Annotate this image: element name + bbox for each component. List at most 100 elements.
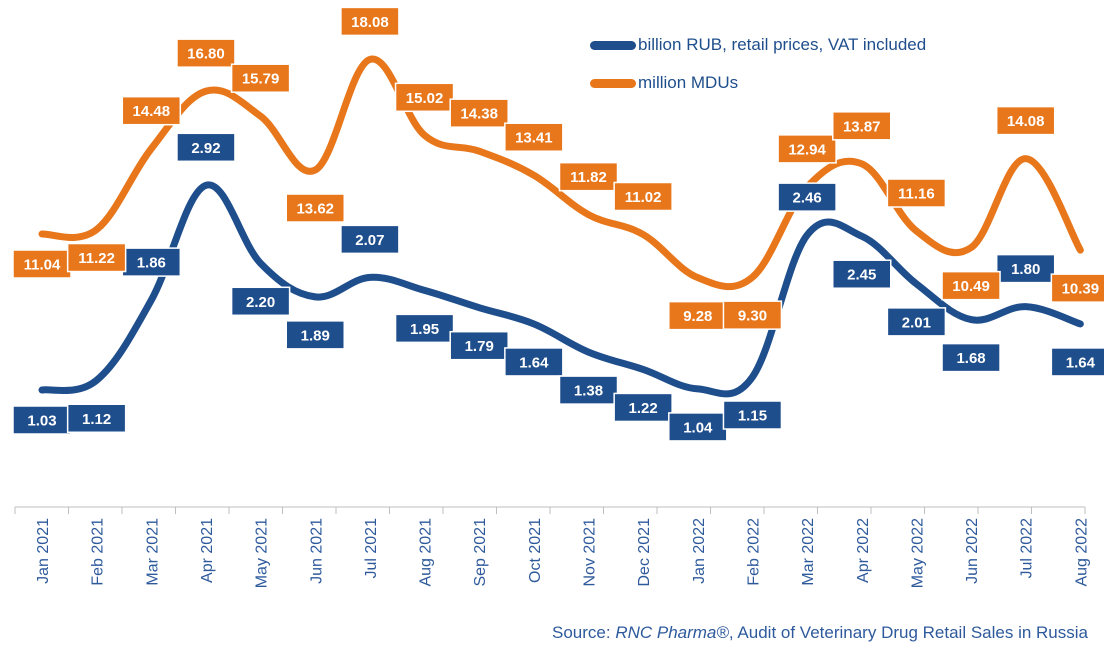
x-tick-label: Feb 2021 (90, 518, 107, 586)
data-label-text: 13.87 (843, 118, 881, 135)
data-label-box (668, 412, 728, 442)
data-labels: 1.03 1.12 1.86 2.92 2.20 1.89 2.07 1.95 1.79 1.64… (12, 6, 1104, 442)
data-label-box (777, 182, 837, 212)
data-label-text: 9.28 (683, 308, 712, 325)
legend-item-mdu: million MDUs (590, 64, 926, 102)
series-line-rub (38, 181, 1084, 398)
data-label-text: 12.94 (788, 141, 826, 158)
x-tick-label: Jul 2021 (363, 518, 380, 579)
data-label-text: 16.80 (187, 46, 225, 63)
x-axis: Jan 2021 Feb 2021 Mar 2021 Apr 2021 May 2021… (14, 506, 1090, 588)
x-tick-label: Apr 2021 (199, 518, 216, 583)
data-label-text: 1.38 (574, 383, 603, 400)
data-label-box (995, 105, 1056, 136)
data-label-box (668, 300, 728, 331)
data-label-text: 13.62 (296, 201, 334, 218)
data-label-box (722, 400, 783, 430)
legend-label-rub: billion RUB, retail prices, VAT included (638, 35, 927, 54)
data-label-mdu: 16.80 (176, 38, 236, 68)
data-label-box (832, 259, 892, 289)
data-label-box (886, 178, 947, 208)
data-label-text: 1.12 (82, 411, 111, 428)
data-label-text: 15.79 (242, 71, 280, 88)
data-label-box (449, 98, 509, 128)
data-label-text: 1.86 (137, 255, 166, 272)
data-label-text: 2.01 (902, 314, 931, 331)
data-label-text: 1.64 (1066, 354, 1096, 371)
data-label-text: 1.79 (465, 338, 494, 355)
data-label-rub: 1.04 (668, 412, 728, 442)
data-label-box (995, 253, 1056, 284)
data-label-mdu: 11.82 (558, 161, 619, 192)
data-label-text: 1.80 (1011, 261, 1040, 278)
data-label-box (722, 300, 783, 330)
legend: billion RUB, retail prices, VAT included… (590, 26, 926, 102)
data-label-mdu: 14.38 (449, 98, 509, 128)
x-tick-label: Jul 2022 (1019, 518, 1036, 579)
data-label-box (340, 224, 400, 255)
data-label-rub: 1.12 (66, 403, 127, 434)
data-label-box (66, 242, 127, 273)
x-tick-label: Sep 2021 (472, 518, 489, 587)
data-label-rub: 2.45 (832, 259, 892, 289)
data-label-text: 9.30 (738, 308, 767, 325)
data-label-box (176, 132, 236, 163)
x-tick-label: Nov 2021 (582, 518, 599, 587)
data-label-box (230, 63, 291, 93)
legend-label-mdu: million MDUs (638, 73, 739, 92)
data-label-box (1050, 347, 1104, 377)
data-label-box (121, 95, 182, 126)
data-label-rub: 2.20 (230, 286, 291, 317)
data-label-rub: 2.07 (340, 224, 400, 255)
data-label-rub: 1.86 (121, 247, 182, 277)
data-label-text: 1.64 (519, 354, 549, 371)
data-label-box (121, 247, 182, 277)
source-prefix: Source: (552, 623, 616, 642)
data-label-box (941, 342, 1001, 373)
data-label-mdu: 11.04 (12, 249, 72, 279)
data-label-box (12, 405, 72, 435)
x-tick-label: Mar 2021 (144, 518, 161, 586)
data-label-text: 10.39 (1062, 281, 1100, 298)
legend-swatch-rub (590, 40, 636, 50)
data-label-rub: 1.15 (722, 400, 783, 430)
data-label-text: 14.08 (1007, 113, 1045, 130)
data-label-text: 2.07 (355, 232, 384, 249)
legend-swatch-mdu (590, 78, 636, 88)
data-label-text: 11.02 (625, 189, 662, 206)
data-label-box (504, 122, 564, 152)
data-label-box (449, 330, 509, 361)
data-label-text: 15.02 (406, 90, 444, 107)
data-label-box (340, 6, 400, 37)
data-label-mdu: 14.08 (995, 105, 1056, 136)
data-label-mdu: 14.48 (121, 95, 182, 126)
legend-item-rub: billion RUB, retail prices, VAT included (590, 26, 926, 64)
data-label-text: 2.20 (246, 294, 275, 311)
data-label-mdu: 11.02 (613, 181, 673, 212)
data-label-rub: 1.95 (394, 313, 455, 344)
data-label-mdu: 9.28 (668, 300, 728, 331)
data-label-rub: 1.38 (558, 375, 619, 405)
data-label-text: 14.38 (460, 106, 498, 123)
data-label-text: 2.92 (191, 140, 220, 157)
data-label-text: 1.15 (738, 408, 767, 425)
x-tick-label: May 2022 (909, 518, 926, 588)
data-label-rub: 1.79 (449, 330, 509, 361)
data-label-text: 10.49 (952, 278, 990, 295)
series-line-mdu (38, 55, 1084, 291)
data-label-text: 2.46 (792, 190, 821, 207)
x-tick-label: Jun 2022 (964, 518, 981, 584)
x-tick-label: Jun 2021 (308, 518, 325, 584)
data-label-text: 1.03 (27, 413, 56, 430)
data-label-box (558, 161, 619, 192)
data-label-mdu: 11.16 (886, 178, 947, 208)
x-tick-label: Mar 2022 (800, 518, 817, 586)
data-label-mdu: 13.41 (504, 122, 564, 152)
data-label-box (285, 320, 345, 350)
data-label-box (613, 181, 673, 212)
data-label-text: 1.22 (629, 400, 658, 417)
x-tick-label: Apr 2022 (855, 518, 872, 583)
data-label-mdu: 12.94 (777, 134, 837, 164)
source-note: Source: RNC Pharma®, Audit of Veterinary… (552, 623, 1088, 643)
source-brand: RNC Pharma® (615, 623, 729, 642)
